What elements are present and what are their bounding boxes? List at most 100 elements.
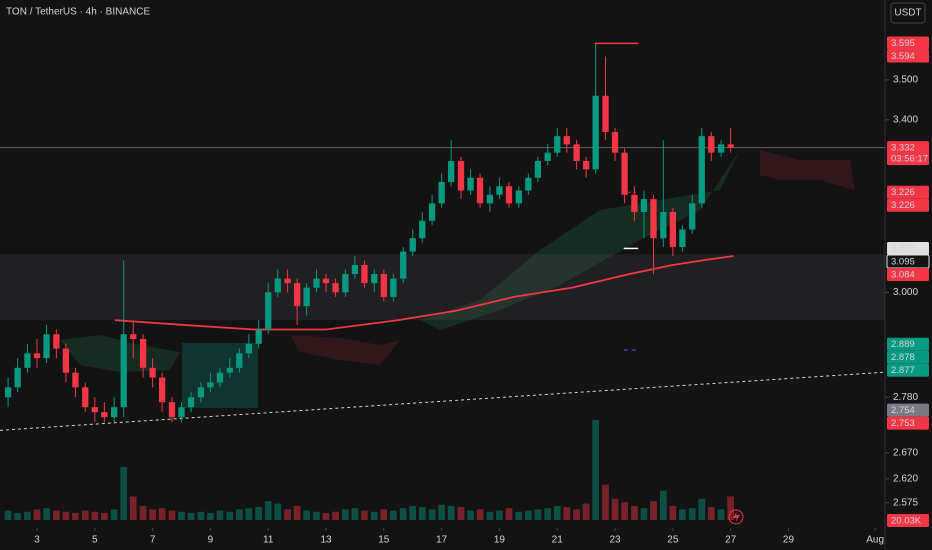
candle-body <box>486 194 494 204</box>
candle-body <box>621 152 628 195</box>
candle-body <box>255 329 262 344</box>
candle-body <box>534 160 542 178</box>
y-tick-label: 3.000 <box>893 287 918 298</box>
volume-bar <box>322 512 330 520</box>
volume-bar <box>120 467 128 520</box>
y-tick-label: 2.780 <box>893 392 918 403</box>
price-tag-label: 2.754 <box>891 405 915 416</box>
candle-body <box>611 132 619 153</box>
volume-bar <box>255 507 263 520</box>
price-tag: 2.877 <box>887 363 929 377</box>
x-tick-label: 21 <box>552 535 564 546</box>
candle-body <box>120 334 127 408</box>
volume-bar <box>688 508 696 520</box>
candle-body <box>727 144 734 148</box>
chart-title: TON / TetherUS · 4h · BINANCE <box>6 7 150 18</box>
volume-bar <box>390 510 397 520</box>
volume-bar <box>602 484 609 520</box>
price-tag: 2.753 <box>887 416 929 430</box>
x-tick-label: 19 <box>494 535 506 546</box>
price-tag-label: 2.877 <box>891 365 915 376</box>
x-tick-label: 27 <box>725 535 737 546</box>
volume-bar <box>640 508 648 520</box>
candle-body <box>322 278 330 284</box>
volume-bar <box>245 508 253 520</box>
volume-bar <box>399 508 407 520</box>
price-zone <box>0 254 885 321</box>
candle-body <box>448 160 455 183</box>
volume-bar <box>438 504 445 520</box>
candle-body <box>284 278 291 284</box>
candle-body <box>216 372 224 383</box>
x-tick-label: 7 <box>150 535 156 546</box>
candle-body <box>245 343 252 354</box>
candle-body <box>371 274 378 284</box>
price-tag-label: 2.878 <box>891 352 915 363</box>
price-tag-label: 3.097 <box>891 243 915 254</box>
candle-body <box>390 278 397 297</box>
price-tag-countdown: 03:56:17 <box>891 154 928 165</box>
volume-bar <box>679 509 686 520</box>
price-tag: 3.097 <box>887 241 929 255</box>
volume-bar <box>226 511 234 520</box>
price-tag-box <box>887 36 929 50</box>
replay-icon[interactable] <box>728 509 744 525</box>
volume-bar <box>342 509 349 520</box>
candle-body <box>650 199 657 239</box>
candle-body <box>293 283 301 307</box>
volume-tag-label: 20.03K <box>891 515 922 526</box>
candle-body <box>525 177 532 191</box>
price-tag-box <box>887 198 929 212</box>
currency-box <box>890 2 926 24</box>
volume-bar <box>717 509 725 520</box>
price-tag-box <box>887 267 929 281</box>
price-tag-label: 2.889 <box>891 339 915 350</box>
candle-body <box>582 160 590 170</box>
volume-bar <box>197 511 205 520</box>
volume-bar <box>544 508 552 520</box>
currency: USDT <box>894 8 921 19</box>
candle-body <box>505 186 513 204</box>
volume-bar <box>293 505 301 520</box>
candle-body <box>187 397 195 408</box>
price-tag-label: 3.226 <box>891 200 915 211</box>
price-tag: 3.084 <box>887 267 929 281</box>
price-tag: 3.594 <box>887 49 929 63</box>
candle-body <box>303 287 310 307</box>
price-tag: 2.889 <box>887 337 929 351</box>
price-tag-box <box>887 416 929 430</box>
volume-bar <box>370 511 378 520</box>
price-tag-label: 2.753 <box>891 418 915 429</box>
volume-bar <box>631 505 638 520</box>
volume-bar <box>582 503 590 520</box>
volume-bar <box>110 509 118 520</box>
candle-body <box>158 377 166 403</box>
candle-body <box>62 348 70 373</box>
candle-body <box>139 339 147 368</box>
candle-body <box>438 182 445 204</box>
price-tag-box <box>887 141 929 166</box>
candle-body <box>717 144 725 153</box>
volume-bar <box>235 509 243 520</box>
ichimoku-cloud <box>60 150 855 372</box>
volume-bar <box>573 509 580 520</box>
x-tick-label: 3 <box>34 535 40 546</box>
candle-body <box>82 387 89 408</box>
candle-body <box>91 407 98 413</box>
volume-bar <box>380 509 388 520</box>
volume-bar <box>264 501 272 520</box>
price-tag: 3.095 <box>886 254 930 269</box>
volume-bar <box>659 490 667 520</box>
volume-bar <box>72 512 79 520</box>
y-tick-label: 3.400 <box>893 114 918 125</box>
volume-bar <box>33 509 41 520</box>
volume-bar <box>650 501 657 520</box>
price-tag-box <box>887 49 929 63</box>
candle-body <box>14 367 21 388</box>
volume-bar <box>476 509 484 520</box>
volume-bar <box>467 510 474 520</box>
x-tick-label: 17 <box>436 535 448 546</box>
